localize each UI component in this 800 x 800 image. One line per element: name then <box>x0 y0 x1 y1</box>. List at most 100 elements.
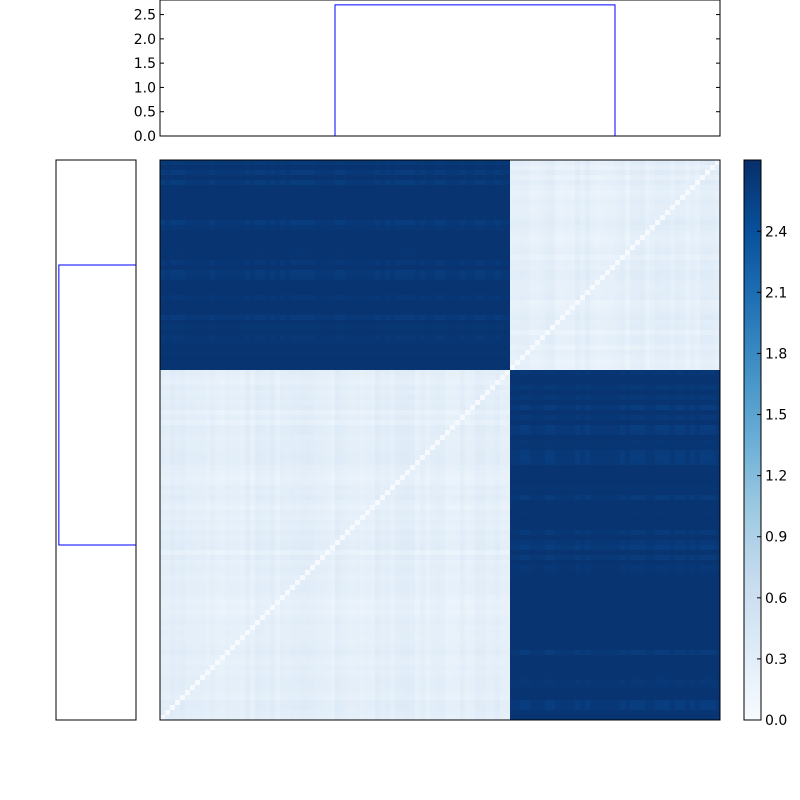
heatmap-cell <box>315 370 321 376</box>
heatmap-cell <box>190 320 196 326</box>
heatmap-cell <box>560 230 566 236</box>
heatmap-cell <box>385 250 391 256</box>
heatmap-cell <box>465 170 471 176</box>
heatmap-cell <box>515 240 521 246</box>
heatmap-cell <box>625 180 631 186</box>
heatmap-cell <box>165 305 171 311</box>
heatmap-cell <box>590 210 596 216</box>
heatmap-cell <box>235 185 241 191</box>
heatmap-cell <box>180 265 186 271</box>
heatmap-cell <box>350 335 356 341</box>
heatmap-cell <box>520 165 526 171</box>
heatmap-cell <box>645 325 651 331</box>
heatmap-cell <box>565 250 571 256</box>
heatmap-cell <box>575 315 581 321</box>
heatmap-cell <box>250 315 256 321</box>
heatmap-cell <box>480 370 486 376</box>
heatmap-cell <box>625 360 631 366</box>
heatmap-cell <box>590 215 596 221</box>
heatmap-cell <box>665 355 671 361</box>
heatmap-cell <box>635 200 641 206</box>
heatmap-cell <box>495 215 501 221</box>
heatmap-cell <box>425 200 431 206</box>
heatmap-cell <box>685 180 691 186</box>
heatmap-cell <box>510 270 516 276</box>
heatmap-cell <box>590 340 596 346</box>
heatmap-cell <box>165 205 171 211</box>
heatmap-cell <box>425 275 431 281</box>
heatmap-cell <box>495 255 501 261</box>
heatmap-cell <box>170 185 176 191</box>
heatmap-cell <box>375 355 381 361</box>
heatmap-cell <box>195 210 201 216</box>
heatmap-cell <box>280 225 286 231</box>
heatmap-cell <box>405 325 411 331</box>
heatmap-cell <box>350 210 356 216</box>
heatmap-cell <box>195 170 201 176</box>
heatmap-cell <box>560 250 566 256</box>
heatmap-cell <box>605 310 611 316</box>
heatmap-cell <box>340 365 346 371</box>
heatmap-cell <box>490 240 496 246</box>
heatmap-cell <box>465 375 471 381</box>
heatmap-cell <box>605 265 611 271</box>
heatmap-cell <box>580 360 586 366</box>
heatmap-cell <box>425 310 431 316</box>
heatmap-cell <box>440 370 446 376</box>
heatmap-cell <box>445 285 451 291</box>
heatmap-cell <box>640 255 646 261</box>
heatmap-cell <box>480 365 486 371</box>
heatmap-cell <box>290 260 296 266</box>
heatmap-cell <box>660 310 666 316</box>
heatmap-cell <box>560 340 566 346</box>
heatmap-cell <box>310 270 316 276</box>
heatmap-cell <box>205 285 211 291</box>
heatmap-cell <box>220 270 226 276</box>
heatmap-cell <box>325 275 331 281</box>
heatmap-cell <box>590 280 596 286</box>
heatmap-cell <box>375 350 381 356</box>
heatmap-cell <box>415 215 421 221</box>
heatmap-cell <box>445 270 451 276</box>
heatmap-cell <box>695 210 701 216</box>
heatmap-cell <box>670 255 676 261</box>
heatmap-cell <box>420 245 426 251</box>
heatmap-cell <box>670 215 676 221</box>
heatmap-cell <box>405 165 411 171</box>
heatmap-cell <box>310 370 316 376</box>
heatmap-cell <box>245 255 251 261</box>
heatmap-cell <box>630 300 636 306</box>
heatmap-cell <box>255 260 261 266</box>
heatmap-cell <box>425 160 431 166</box>
heatmap-cell <box>430 300 436 306</box>
heatmap-cell <box>305 185 311 191</box>
heatmap-cell <box>165 255 171 261</box>
heatmap-cell <box>685 230 691 236</box>
heatmap-cell <box>390 160 396 166</box>
heatmap-cell <box>710 365 716 371</box>
heatmap-cell <box>280 200 286 206</box>
heatmap-cell <box>295 190 301 196</box>
heatmap-cell <box>590 180 596 186</box>
heatmap-cell <box>445 335 451 341</box>
heatmap-cell <box>630 355 636 361</box>
heatmap-cell <box>640 370 646 376</box>
heatmap-cell <box>560 235 566 241</box>
heatmap-cell <box>440 215 446 221</box>
heatmap-cell <box>645 170 651 176</box>
heatmap-cell <box>585 285 591 291</box>
heatmap-cell <box>175 285 181 291</box>
heatmap-cell <box>235 165 241 171</box>
heatmap-cell <box>225 200 231 206</box>
heatmap-cell <box>195 290 201 296</box>
heatmap-cell <box>375 365 381 371</box>
heatmap-cell <box>295 310 301 316</box>
heatmap-cell <box>400 180 406 186</box>
heatmap-cell <box>180 340 186 346</box>
heatmap-cell <box>195 380 201 386</box>
heatmap-cell <box>505 335 511 341</box>
heatmap-cell <box>580 325 586 331</box>
heatmap-cell <box>590 205 596 211</box>
heatmap-cell <box>695 220 701 226</box>
heatmap-cell <box>255 325 261 331</box>
